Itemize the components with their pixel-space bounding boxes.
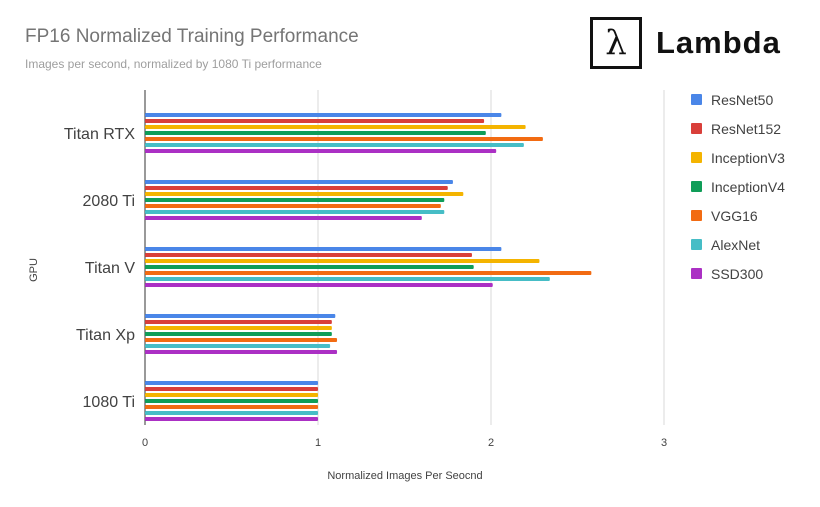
legend-label: AlexNet <box>711 237 760 253</box>
category-label: Titan RTX <box>64 126 135 143</box>
bar <box>145 119 485 123</box>
legend-label: ResNet152 <box>711 121 781 137</box>
bar <box>145 265 474 269</box>
legend-label: SSD300 <box>711 266 763 282</box>
legend-swatch <box>691 239 702 250</box>
bar <box>145 113 502 117</box>
bar <box>145 131 486 135</box>
legend-label: InceptionV4 <box>711 179 785 195</box>
legend-swatch <box>691 268 702 279</box>
bar-group <box>145 180 464 220</box>
bar <box>145 180 453 184</box>
legend-label: ResNet50 <box>711 92 773 108</box>
lambda-logo: λ Lambda <box>590 14 781 72</box>
bar-group <box>145 113 543 153</box>
x-tick-labels: 0 1 2 3 <box>142 437 667 449</box>
bar <box>145 137 543 141</box>
bar <box>145 125 526 129</box>
x-tick-label: 1 <box>315 437 321 449</box>
y-axis-title: GPU <box>28 258 40 282</box>
bar <box>145 216 422 220</box>
category-label: 2080 Ti <box>83 193 135 210</box>
bar <box>145 338 338 342</box>
bar <box>145 143 524 147</box>
x-axis-title: Normalized Images Per Seocnd <box>327 470 482 482</box>
category-labels: Titan RTX 2080 Ti Titan V Titan Xp 1080 Ti <box>64 126 135 411</box>
bar <box>145 149 497 153</box>
legend: ResNet50 ResNet152 InceptionV3 InceptionV4 V… <box>691 92 785 282</box>
legend-label: VGG16 <box>711 208 758 224</box>
bar <box>145 320 332 324</box>
category-label: Titan V <box>85 260 135 277</box>
bar <box>145 405 318 409</box>
bar <box>145 411 318 415</box>
bar <box>145 381 318 385</box>
bar <box>145 314 336 318</box>
legend-swatch <box>691 123 702 134</box>
logo-name: Lambda <box>656 25 781 60</box>
bar <box>145 210 445 214</box>
chart-subtitle: Images per second, normalized by 1080 Ti… <box>25 57 322 71</box>
bar <box>145 253 472 257</box>
legend-label: InceptionV3 <box>711 150 785 166</box>
legend-item: ResNet152 <box>691 121 781 137</box>
x-tick-label: 2 <box>488 437 494 449</box>
x-tick-label: 3 <box>661 437 667 449</box>
legend-item: InceptionV4 <box>691 179 785 195</box>
bar <box>145 417 318 421</box>
legend-item: VGG16 <box>691 208 758 224</box>
bar <box>145 344 331 348</box>
bar <box>145 393 318 397</box>
bar <box>145 283 493 287</box>
lambda-symbol-icon: λ <box>590 17 642 69</box>
legend-item: AlexNet <box>691 237 760 253</box>
bar <box>145 204 441 208</box>
category-label: 1080 Ti <box>83 394 135 411</box>
legend-swatch <box>691 94 702 105</box>
bar <box>145 198 445 202</box>
legend-item: InceptionV3 <box>691 150 785 166</box>
bar-group <box>145 381 318 421</box>
category-label: Titan Xp <box>76 327 135 344</box>
bar <box>145 387 318 391</box>
bar <box>145 277 550 281</box>
legend-swatch <box>691 152 702 163</box>
chart-title: FP16 Normalized Training Performance <box>25 26 359 47</box>
bar <box>145 399 318 403</box>
bar <box>145 271 592 275</box>
x-tick-label: 0 <box>142 437 148 449</box>
bar <box>145 326 332 330</box>
legend-item: SSD300 <box>691 266 763 282</box>
bar <box>145 186 448 190</box>
bar-group <box>145 247 592 287</box>
legend-swatch <box>691 181 702 192</box>
bar <box>145 259 540 263</box>
legend-swatch <box>691 210 702 221</box>
bar <box>145 192 464 196</box>
bar <box>145 247 502 251</box>
bar <box>145 332 332 336</box>
legend-item: ResNet50 <box>691 92 773 108</box>
bar <box>145 350 338 354</box>
bars <box>145 113 592 421</box>
bar-group <box>145 314 338 354</box>
